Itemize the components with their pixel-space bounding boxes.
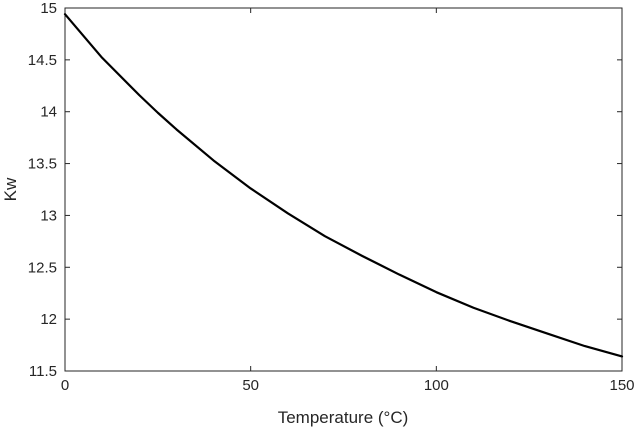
y-tick-label: 12.5: [28, 259, 57, 276]
y-tick-label: 13: [40, 207, 57, 224]
y-tick-label: 14.5: [28, 52, 57, 69]
axis-ticks: 0 50 100 150 11.5 12 12.5 13 13.5 14 14.5 15: [28, 0, 635, 394]
x-tick-label: 150: [609, 377, 634, 394]
x-tick-label: 50: [242, 377, 259, 394]
y-tick-label: 13.5: [28, 156, 57, 173]
x-tick-label: 0: [61, 377, 69, 394]
plot-area: [64, 7, 623, 372]
series-line: [63, 13, 624, 358]
y-tick-label: 14: [40, 104, 57, 121]
y-axis-label: Kw: [1, 177, 20, 201]
y-tick-label: 11.5: [29, 363, 57, 380]
y-tick-label: 12: [40, 311, 57, 328]
y-tick-label: 15: [40, 0, 57, 17]
x-axis-label: Temperature (°C): [278, 408, 409, 427]
x-tick-label: 100: [424, 377, 449, 394]
